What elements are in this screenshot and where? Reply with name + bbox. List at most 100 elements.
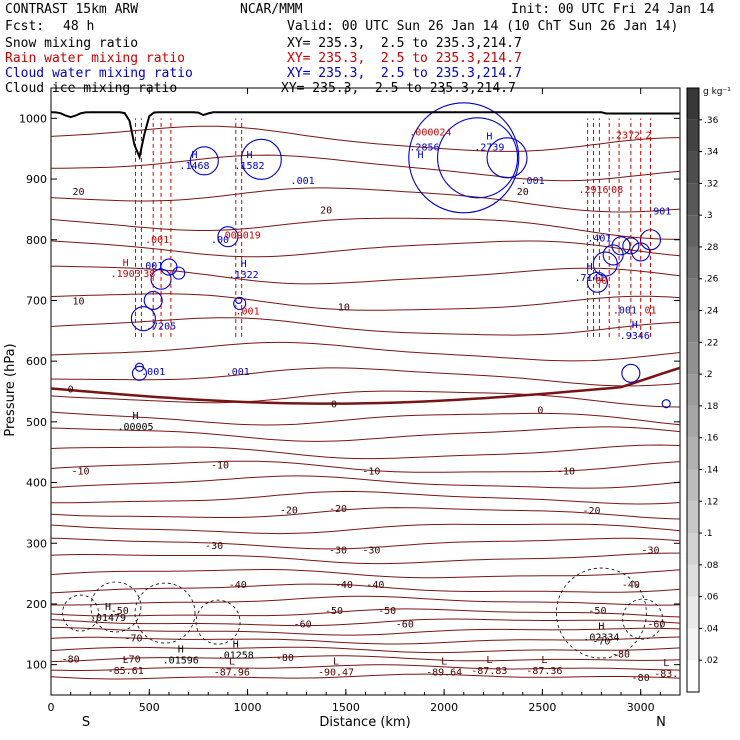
cloud-water-contours — [130, 102, 671, 409]
colorbar-swatch — [687, 215, 699, 247]
colorbar-label: .16 — [704, 434, 719, 444]
extremum-value: 08 — [611, 185, 623, 196]
header-center-title: NCAR/MMM — [240, 2, 303, 17]
extremum-value: .2856 — [409, 143, 439, 154]
y-tick-label: 700 — [26, 294, 47, 307]
y-tick-label: 800 — [26, 234, 47, 247]
colorbar-swatch — [687, 119, 699, 152]
cloud-water-contour — [586, 271, 608, 293]
colorbar-label: .3 — [704, 211, 713, 221]
extremum-mark: L — [441, 657, 447, 668]
temperature-contour — [50, 125, 681, 152]
colorbar-frame — [686, 87, 700, 693]
temperature-label: -80 — [276, 653, 294, 664]
y-tick-label: 1000 — [19, 112, 47, 125]
temperature-contour — [50, 537, 681, 550]
colorbar-swatch — [687, 183, 699, 216]
extremum-value: -90.47 — [318, 668, 354, 679]
extremum-value: 901 — [653, 206, 671, 217]
extremum-mark: L — [333, 657, 339, 668]
extremum-mark: H — [247, 150, 253, 161]
temperature-labels: -80 -80 -80-80-70 -70-70-60 -60 -60-50 -50 -50-… — [62, 187, 666, 684]
colorbar-label: .12 — [704, 497, 718, 507]
colorbar-label: .18 — [704, 402, 719, 412]
extremum-mark: H — [178, 645, 184, 656]
extremum-mark: H — [241, 259, 247, 270]
field-name-cloud-water: Cloud water mixing ratio — [5, 66, 193, 81]
extremum-mark: H — [105, 602, 111, 613]
colorbar-swatch — [687, 501, 699, 534]
temperature-label: 0 — [68, 384, 74, 395]
extremum-value: .001 — [226, 367, 250, 378]
colorbar-label: .04 — [704, 624, 719, 634]
extremum-mark: H — [632, 320, 638, 331]
terrain-profile — [50, 111, 680, 161]
temperature-contour — [50, 583, 681, 594]
temperature-contour — [50, 317, 681, 336]
colorbar-label: .26 — [704, 275, 719, 285]
y-tick-label: 100 — [26, 659, 47, 672]
cloud-water-contour — [189, 146, 219, 176]
temperature-label: -30 — [205, 541, 223, 552]
extremum-value: .001 — [521, 176, 545, 187]
extremum-mark: H — [587, 262, 593, 273]
extremum-mark: H — [486, 132, 492, 143]
temperature-contour — [50, 293, 681, 311]
y-tick-label: 200 — [26, 598, 47, 611]
cloud-water-contour — [486, 137, 528, 179]
extremum-value: 00 — [595, 276, 607, 287]
x-tick-label: 3000 — [627, 701, 655, 714]
extremum-mark: L — [229, 657, 235, 668]
extremum-mark: H — [191, 150, 197, 161]
temperature-label: -10 — [362, 466, 380, 477]
extrema-labels: L-85.61L-87.96L-90.47L-89.64L-87.83L-87.… — [90, 127, 678, 679]
temperature-contour — [50, 636, 681, 645]
extremum-mark: H — [418, 150, 424, 161]
colorbar-label: .2 — [704, 370, 713, 380]
cloud-water-contour — [639, 229, 662, 251]
colorbar-swatch — [687, 405, 699, 438]
extremum-value: .001 — [145, 235, 169, 246]
extremum-mark: H — [133, 411, 139, 422]
extremum-mark: H — [598, 621, 604, 632]
extremum-value: .001 — [613, 305, 637, 316]
colorbar-label: .24 — [704, 307, 719, 317]
extremum-value: -89.64 — [426, 668, 462, 679]
temperature-contour — [50, 552, 680, 565]
colorbar-swatch — [687, 596, 699, 629]
end-label-south: S — [82, 715, 90, 730]
temperature-label: 0 — [331, 400, 337, 411]
temperature-contour — [50, 618, 681, 627]
temperature-contour — [50, 265, 681, 285]
temperature-label: -70 — [125, 633, 143, 644]
terrain-line — [50, 111, 680, 161]
temperature-contour — [50, 595, 681, 606]
temperature-contour — [50, 341, 681, 362]
extremum-value: .1582 — [234, 161, 264, 172]
temperature-contour — [50, 523, 681, 535]
extremum-value: .9346 — [620, 331, 650, 342]
field-xy-cloud-water: XY= 235.3, 2.5 to 235.3,214.7 — [287, 66, 522, 81]
cloud-water-contour — [130, 306, 156, 332]
colorbar-swatch — [687, 374, 699, 406]
extremum-value: .1322 — [229, 270, 259, 281]
x-tick-label: 1000 — [234, 701, 262, 714]
y-tick-label: 400 — [26, 477, 47, 490]
extremum-mark: H — [233, 640, 239, 651]
zero-degree-contour — [50, 366, 681, 405]
colorbar-label: .1 — [704, 529, 713, 539]
header-fcst-value: 48 h — [63, 19, 95, 34]
temperature-contours — [50, 125, 681, 680]
colorbar-swatch — [687, 533, 699, 565]
temperature-label: -30 — [329, 545, 347, 556]
temperature-contour — [50, 411, 681, 426]
temperature-contour — [50, 460, 681, 473]
extremum-mark: L — [123, 655, 129, 666]
temperature-label: -80 — [632, 673, 650, 684]
temperature-contour — [50, 626, 681, 636]
temperature-contour — [50, 426, 681, 442]
cloud-water-contour — [217, 226, 239, 248]
temperature-label: -40 — [229, 580, 247, 591]
